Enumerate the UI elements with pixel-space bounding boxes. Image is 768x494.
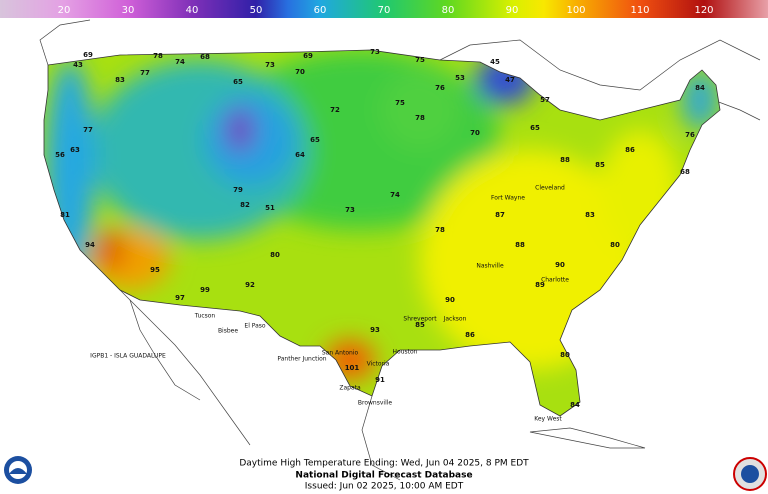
temperature: 73 — [345, 206, 355, 214]
temperature: 94 — [85, 241, 95, 249]
temperature: 89 — [535, 281, 545, 289]
temperature: 85 — [415, 321, 425, 329]
temperature: 78 — [415, 114, 425, 122]
borders — [39, 19, 761, 481]
temperature: 83 — [115, 76, 125, 84]
place-name: Nashville — [476, 263, 504, 270]
temperature: 73 — [370, 48, 380, 56]
colorbar-label: 20 — [58, 5, 71, 16]
temperature: 83 — [585, 211, 595, 219]
place-name: El Paso — [244, 323, 266, 330]
temperature: 78 — [153, 52, 163, 60]
temperature: 77 — [83, 126, 93, 134]
temperature: 86 — [465, 331, 475, 339]
colorbar-label: 40 — [186, 5, 199, 16]
temperature: 82 — [240, 201, 250, 209]
temperature: 53 — [455, 74, 465, 82]
colorbar-label: 120 — [694, 5, 713, 16]
temperature: 65 — [530, 124, 540, 132]
place-name: Bisbee — [218, 328, 238, 335]
nws-logo — [733, 457, 767, 491]
place-name: Brownsville — [358, 400, 393, 407]
station-label: IGPB1 - ISLA GUADALUPE — [90, 353, 166, 360]
temperature: 97 — [175, 294, 185, 302]
temperature: 75 — [415, 56, 425, 64]
temperature: 65 — [310, 136, 320, 144]
temperature: 95 — [150, 266, 160, 274]
temperature: 45 — [490, 58, 500, 66]
place-name: Shreveport — [403, 316, 437, 323]
temperature: 73 — [265, 61, 275, 69]
temperature: 90 — [555, 261, 565, 269]
colorbar-label: 30 — [122, 5, 135, 16]
temperature: 63 — [70, 146, 80, 154]
temperature: 57 — [540, 96, 550, 104]
temperature: 99 — [200, 286, 210, 294]
temperature: 74 — [390, 191, 400, 199]
temperature: 81 — [60, 211, 70, 219]
place-name: Zapata — [339, 385, 361, 392]
place-name: Charlotte — [541, 277, 569, 284]
temperature: 85 — [595, 161, 605, 169]
colorbar — [0, 0, 768, 18]
temperature: 68 — [680, 168, 690, 176]
temperature: 101 — [345, 364, 360, 372]
temperature: 64 — [295, 151, 305, 159]
caption-title: Daytime High Temperature Ending: Wed, Ju… — [239, 459, 529, 469]
temperature: 68 — [200, 53, 210, 61]
temperature: 72 — [330, 106, 340, 114]
place-name: Cleveland — [535, 185, 565, 192]
colorbar-label: 60 — [314, 5, 327, 16]
colorbar-label: 110 — [630, 5, 649, 16]
temperature: 79 — [233, 186, 243, 194]
temperature: 75 — [395, 99, 405, 107]
colorbar-label: 70 — [378, 5, 391, 16]
temperature: 84 — [570, 401, 580, 409]
temperature: 91 — [375, 376, 385, 384]
temperature: 56 — [55, 151, 65, 159]
temperature: 88 — [560, 156, 570, 164]
temperature: 80 — [560, 351, 570, 359]
temperature: 76 — [435, 84, 445, 92]
temperature: 80 — [270, 251, 280, 259]
place-name: Tucson — [194, 313, 216, 320]
place-name: Panther Junction — [277, 356, 326, 363]
temperature: 43 — [73, 61, 83, 69]
noaa-logo — [4, 456, 32, 484]
colorbar-label: 50 — [250, 5, 263, 16]
colorbar-label: 80 — [442, 5, 455, 16]
place-name: Houston — [393, 349, 418, 356]
temperature: 88 — [515, 241, 525, 249]
caption-issued: Issued: Jun 02 2025, 10:00 AM EDT — [305, 482, 464, 492]
place-name: Fort Wayne — [491, 195, 525, 202]
temperature: 69 — [83, 51, 93, 59]
temperature: 77 — [140, 69, 150, 77]
temperature: 90 — [445, 296, 455, 304]
temperature: 74 — [175, 58, 185, 66]
temperature: 93 — [370, 326, 380, 334]
temperature: 51 — [265, 204, 275, 212]
temperature: 65 — [233, 78, 243, 86]
temperature: 47 — [505, 76, 515, 84]
temperature: 86 — [625, 146, 635, 154]
colorbar-label: 100 — [566, 5, 585, 16]
temperature: 80 — [610, 241, 620, 249]
caption-source: National Digital Forecast Database — [295, 471, 472, 481]
temperature: 70 — [295, 68, 305, 76]
temperature: 70 — [470, 129, 480, 137]
place-name: Key West — [534, 416, 562, 423]
place-name: Jackson — [443, 316, 467, 323]
temperature: 76 — [685, 131, 695, 139]
temperature: 92 — [245, 281, 255, 289]
temperature: 87 — [495, 211, 505, 219]
temperature-field — [44, 50, 720, 416]
temperature: 69 — [303, 52, 313, 60]
colorbar-label: 90 — [506, 5, 519, 16]
temperature: 84 — [695, 84, 705, 92]
place-name: San Antonio — [322, 350, 359, 357]
temperature: 78 — [435, 226, 445, 234]
place-name: Victoria — [367, 361, 390, 368]
